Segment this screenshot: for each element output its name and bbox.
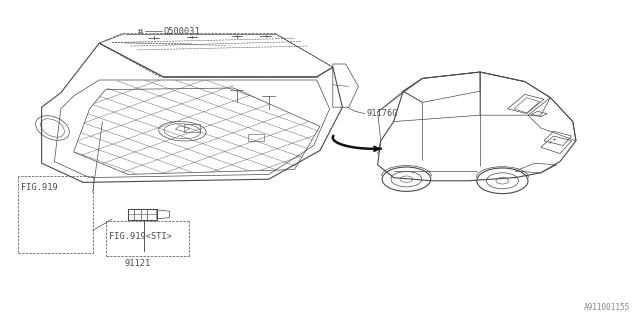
Text: Q500031: Q500031 xyxy=(163,27,200,36)
Text: 91121: 91121 xyxy=(124,260,151,268)
Text: FIG.919: FIG.919 xyxy=(21,183,58,192)
Text: A911001155: A911001155 xyxy=(584,303,630,312)
Text: FIG.919<STI>: FIG.919<STI> xyxy=(109,232,172,241)
Text: 91176G: 91176G xyxy=(366,109,397,118)
